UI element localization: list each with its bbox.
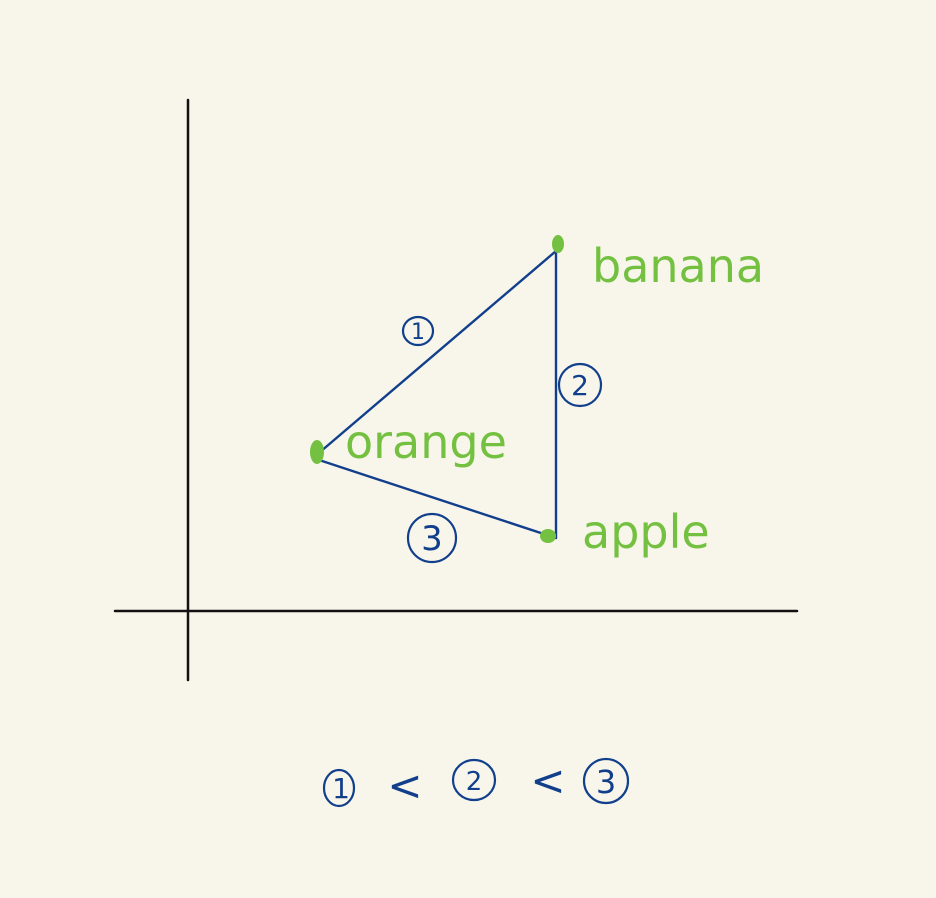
- ordering-item-2: 2: [451, 758, 497, 802]
- edge-label-1-text: 1: [411, 320, 425, 345]
- point-apple: [540, 529, 556, 543]
- point-banana: [552, 235, 564, 253]
- ordering-expression: 1 < 2 < 3: [322, 756, 630, 810]
- edge-label-3: 3: [406, 512, 458, 564]
- edge-banana-orange: [311, 249, 558, 460]
- ordering-comparator-2: <: [530, 756, 565, 805]
- point-orange: [310, 440, 324, 464]
- edge-label-2: 2: [557, 362, 603, 408]
- edge-label-1: 1: [401, 315, 435, 347]
- ordering-item-2-text: 2: [466, 767, 483, 797]
- point-label-apple: apple: [582, 505, 710, 559]
- ordering-item-1-text: 1: [332, 772, 350, 805]
- edge-label-2-text: 2: [571, 369, 589, 402]
- edge-orange-apple: [311, 456, 558, 540]
- ordering-item-3-text: 3: [596, 763, 616, 801]
- ordering-item-1: 1: [322, 768, 356, 808]
- edge-label-3-text: 3: [421, 519, 443, 559]
- ordering-item-3: 3: [582, 757, 630, 805]
- point-label-orange: orange: [345, 415, 507, 469]
- point-label-banana: banana: [592, 239, 764, 293]
- ordering-comparator-1: <: [387, 761, 422, 810]
